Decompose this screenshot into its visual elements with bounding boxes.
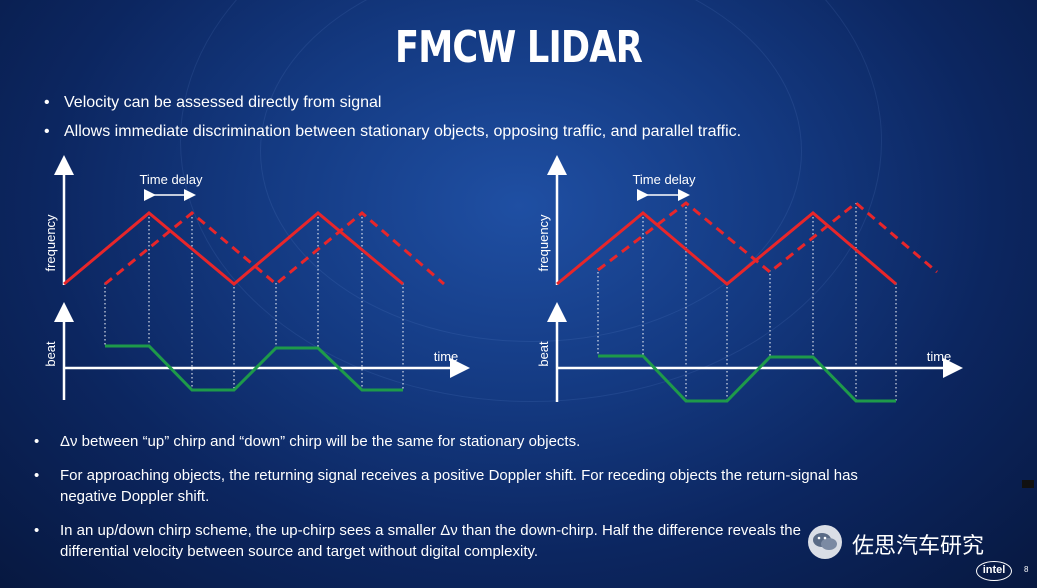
intel-logo: intel [976,561,1012,581]
slide-title: FMCW LIDAR [394,22,643,73]
time-delay-label: Time delay [632,172,696,187]
watermark: 佐思汽车研究 [808,525,1008,559]
bullet-dot: • [34,433,40,450]
freq-axis-label: frequency [43,214,58,272]
bullet-text-continued: negative Doppler shift. [60,488,210,505]
time-axis-label: time [927,349,952,364]
freq-axis-label: frequency [536,214,551,272]
transmit-chirp [63,211,404,286]
beat-signal [598,354,896,403]
bullet-dot: • [34,467,40,484]
guide-lines [104,213,404,390]
bullet-text: Δν between “up” chirp and “down” chirp w… [60,433,581,450]
time-delay-label: Time delay [139,172,203,187]
bullet-text-continued: differential velocity between source and… [60,543,539,560]
wechat-logo-icon [808,525,842,559]
bullet-text: Velocity can be assessed directly from s… [64,94,382,111]
bullet-text: For approaching objects, the returning s… [60,467,858,484]
bullet-text: Allows immediate discrimination between … [64,123,742,140]
bullet-dot: • [44,123,50,140]
beat-signal [105,344,403,392]
beat-axis-label: beat [43,341,58,367]
watermark-text: 佐思汽车研究 [852,533,985,558]
edge-mark [1022,480,1034,488]
return-chirp [597,201,938,274]
bullet-dot: • [34,522,40,539]
page-number: 8 [1024,565,1029,574]
beat-axis-label: beat [536,341,551,367]
time-axis-label: time [434,349,459,364]
guide-lines [597,203,897,401]
bullet-dot: • [44,94,50,111]
bullet-text: In an up/down chirp scheme, the up-chirp… [60,522,801,539]
transmit-chirp [556,211,897,286]
